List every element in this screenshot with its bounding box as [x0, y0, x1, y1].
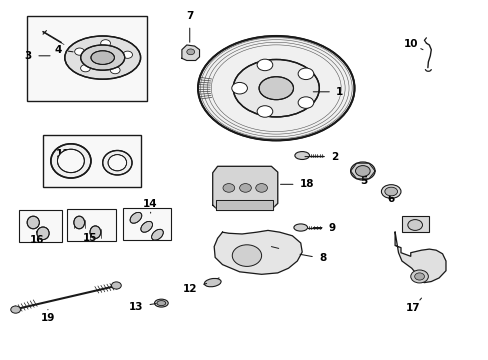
Circle shape — [11, 306, 20, 313]
Circle shape — [231, 82, 247, 94]
Circle shape — [355, 166, 369, 176]
Circle shape — [111, 282, 121, 289]
Text: 7: 7 — [185, 11, 193, 42]
Circle shape — [232, 245, 261, 266]
Ellipse shape — [74, 216, 84, 229]
Text: 15: 15 — [83, 233, 98, 243]
Bar — [67, 209, 116, 241]
Ellipse shape — [81, 45, 124, 70]
Polygon shape — [216, 200, 272, 210]
Ellipse shape — [90, 226, 101, 238]
Circle shape — [223, 184, 234, 192]
Text: 17: 17 — [405, 298, 421, 313]
Ellipse shape — [204, 278, 221, 287]
Circle shape — [410, 270, 427, 283]
Ellipse shape — [141, 221, 152, 232]
Circle shape — [101, 40, 110, 47]
Bar — [123, 208, 171, 240]
Text: 2: 2 — [305, 152, 338, 162]
Text: 5: 5 — [360, 172, 367, 186]
Ellipse shape — [157, 301, 165, 306]
Polygon shape — [182, 45, 199, 60]
Circle shape — [257, 59, 272, 71]
Circle shape — [350, 162, 374, 180]
Circle shape — [186, 49, 194, 55]
Ellipse shape — [37, 227, 49, 240]
Circle shape — [298, 68, 313, 80]
Bar — [401, 216, 428, 232]
Text: 18: 18 — [280, 179, 314, 189]
Text: 9: 9 — [313, 222, 335, 233]
Text: 12: 12 — [182, 283, 206, 294]
Text: 8: 8 — [300, 253, 325, 264]
Text: 10: 10 — [403, 39, 422, 50]
Ellipse shape — [108, 154, 126, 171]
Text: 1: 1 — [313, 87, 343, 97]
Circle shape — [81, 64, 90, 72]
Circle shape — [255, 184, 267, 192]
Ellipse shape — [233, 59, 319, 117]
Ellipse shape — [384, 187, 397, 196]
Ellipse shape — [130, 212, 142, 223]
Ellipse shape — [57, 149, 84, 173]
Circle shape — [122, 51, 132, 58]
Text: 4: 4 — [54, 45, 73, 55]
Circle shape — [414, 273, 424, 280]
Ellipse shape — [198, 36, 354, 140]
Ellipse shape — [293, 224, 307, 231]
Ellipse shape — [27, 216, 39, 229]
Ellipse shape — [259, 77, 293, 100]
Bar — [27, 16, 146, 101]
Ellipse shape — [381, 185, 400, 198]
Bar — [19, 210, 61, 242]
Polygon shape — [214, 230, 302, 274]
Ellipse shape — [91, 51, 114, 64]
Text: 16: 16 — [29, 231, 44, 246]
Circle shape — [298, 97, 313, 108]
Ellipse shape — [102, 150, 132, 175]
Circle shape — [257, 106, 272, 117]
Bar — [43, 135, 141, 187]
Ellipse shape — [151, 229, 163, 240]
Circle shape — [239, 184, 251, 192]
Circle shape — [75, 48, 84, 55]
Ellipse shape — [294, 152, 309, 159]
Text: 19: 19 — [41, 310, 55, 323]
Ellipse shape — [51, 144, 91, 178]
Polygon shape — [212, 166, 277, 210]
Text: 13: 13 — [128, 302, 156, 312]
Circle shape — [110, 67, 120, 74]
Polygon shape — [394, 232, 445, 283]
Ellipse shape — [154, 299, 168, 307]
Text: 11: 11 — [55, 149, 79, 159]
Ellipse shape — [64, 36, 141, 79]
Text: 3: 3 — [25, 51, 50, 61]
Circle shape — [407, 220, 422, 230]
Text: 6: 6 — [387, 194, 394, 204]
Text: 14: 14 — [143, 199, 158, 213]
